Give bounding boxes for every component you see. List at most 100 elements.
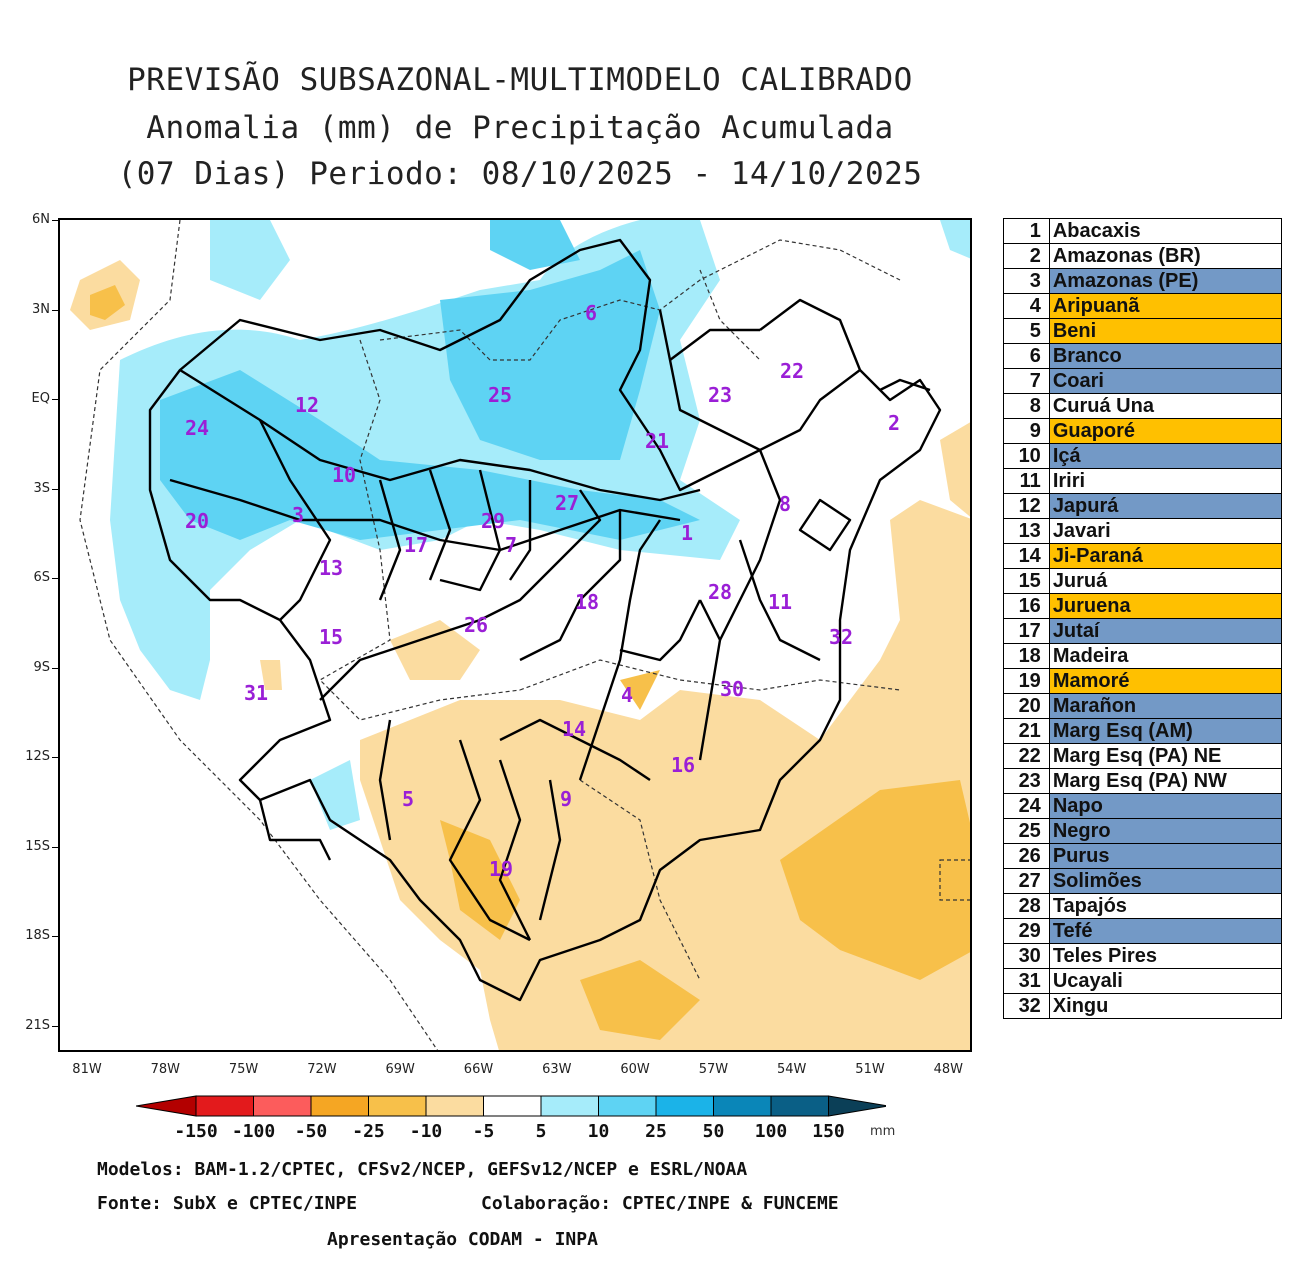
basin-row-name: Guaporé: [1048, 418, 1283, 444]
basin-row-name: Marañon: [1048, 693, 1283, 719]
basin-row-name: Mamoré: [1048, 668, 1283, 694]
basin-row-number: 25: [1003, 818, 1050, 844]
basin-row: 16 Juruena: [1003, 593, 1283, 619]
country-borders: [79, 220, 970, 1050]
basin-row-name: Marg Esq (PA) NW: [1048, 768, 1283, 794]
basin-row-name: Negro: [1048, 818, 1283, 844]
basin-row-number: 8: [1003, 393, 1050, 419]
colorbar-tick-label: -150: [174, 1121, 218, 1142]
lat-tick-label: 6S: [10, 570, 60, 585]
colorbar-cell: [655, 1095, 714, 1117]
lon-tick-label: 75W: [228, 1062, 259, 1077]
basin-label: 13: [318, 556, 344, 580]
colorbar-tick-label: -5: [472, 1121, 495, 1142]
basin-row-name: Purus: [1048, 843, 1283, 869]
basin-label: 21: [644, 429, 670, 453]
basin-row-number: 12: [1003, 493, 1050, 519]
basin-label: 14: [561, 717, 587, 741]
colorbar-unit: mm: [870, 1124, 896, 1139]
basin-row: 4 Aripuanã: [1003, 293, 1283, 319]
basin-label: 1: [680, 521, 694, 545]
basin-label: 15: [318, 625, 344, 649]
basin-row: 29 Tefé: [1003, 918, 1283, 944]
basin-row: 28 Tapajós: [1003, 893, 1283, 919]
colorbar-tick-label: 10: [587, 1121, 610, 1142]
lon-tick-label: 48W: [933, 1062, 963, 1077]
basin-label: 24: [184, 416, 210, 440]
basin-row-number: 13: [1003, 518, 1050, 544]
lat-tick-label: 3S: [10, 481, 60, 496]
colorbar-tick-label: 50: [702, 1121, 725, 1142]
basin-row: 7 Coari: [1003, 368, 1283, 394]
colorbar-legend: [136, 1094, 886, 1118]
basin-row-name: Marg Esq (AM): [1048, 718, 1283, 744]
lon-tick-label: 63W: [542, 1062, 572, 1077]
basin-row-number: 10: [1003, 443, 1050, 469]
footer-presentation: Apresentação CODAM - INPA: [327, 1229, 598, 1250]
basin-row-number: 1: [1003, 218, 1050, 244]
basin-label: 6: [584, 301, 598, 325]
lat-tick-label: 21S: [10, 1018, 60, 1033]
basin-row-number: 28: [1003, 893, 1050, 919]
colorbar-cell: [310, 1095, 369, 1117]
colorbar-cell: [598, 1095, 657, 1117]
basin-row-number: 9: [1003, 418, 1050, 444]
basin-row-name: Javari: [1048, 518, 1283, 544]
basin-row-number: 4: [1003, 293, 1050, 319]
basin-row: 27 Solimões: [1003, 868, 1283, 894]
basin-label: 31: [243, 681, 269, 705]
colorbar-svg: [136, 1095, 886, 1117]
basin-row: 21 Marg Esq (AM): [1003, 718, 1283, 744]
lat-tick-label: EQ: [10, 391, 60, 406]
basin-row-name: Curuá Una: [1048, 393, 1283, 419]
basin-row: 17 Jutaí: [1003, 618, 1283, 644]
basin-row-number: 24: [1003, 793, 1050, 819]
basin-row-name: Branco: [1048, 343, 1283, 369]
basin-label: 19: [488, 857, 514, 881]
basin-label: 18: [574, 590, 600, 614]
basin-row: 1 Abacaxis: [1003, 218, 1283, 244]
basin-row-number: 26: [1003, 843, 1050, 869]
basin-row: 13 Javari: [1003, 518, 1283, 544]
basin-row-name: Japurá: [1048, 493, 1283, 519]
colorbar-tick-label: -10: [409, 1121, 443, 1142]
colorbar-cell-min: [136, 1095, 197, 1117]
basin-label: 32: [828, 625, 854, 649]
colorbar-cell: [483, 1095, 542, 1117]
basin-row-name: Ucayali: [1048, 968, 1283, 994]
basin-row-number: 17: [1003, 618, 1050, 644]
basin-row: 23 Marg Esq (PA) NW: [1003, 768, 1283, 794]
basin-label: 30: [719, 677, 745, 701]
basin-row-name: Coari: [1048, 368, 1283, 394]
basin-label: 26: [463, 613, 489, 637]
basin-row-name: Napo: [1048, 793, 1283, 819]
basin-row-name: Madeira: [1048, 643, 1283, 669]
basin-row: 22 Marg Esq (PA) NE: [1003, 743, 1283, 769]
basin-row-name: Amazonas (BR): [1048, 243, 1283, 269]
basin-label: 17: [403, 533, 429, 557]
colorbar-cell: [540, 1095, 599, 1117]
basin-legend-table: 1 Abacaxis 2 Amazonas (BR) 3 Amazonas (PE) 4 Ar…: [1003, 218, 1283, 1019]
basin-row-number: 11: [1003, 468, 1050, 494]
colorbar-tick-label: -25: [352, 1121, 385, 1142]
basin-row-number: 32: [1003, 993, 1050, 1019]
basin-label: 9: [559, 787, 573, 811]
basin-row: 11 Iriri: [1003, 468, 1283, 494]
basin-row-name: Amazonas (PE): [1048, 268, 1283, 294]
basin-row: 2 Amazonas (BR): [1003, 243, 1283, 269]
colorbar-cell: [713, 1095, 772, 1117]
lon-tick-label: 54W: [776, 1062, 807, 1077]
colorbar-tick-label: 25: [645, 1121, 667, 1142]
lat-tick-label: 3N: [10, 302, 60, 317]
basin-row-name: Ji-Paraná: [1048, 543, 1283, 569]
basin-row-name: Jutaí: [1048, 618, 1283, 644]
basin-label: 27: [554, 491, 580, 515]
lon-tick-label: 78W: [150, 1062, 180, 1077]
basin-row-name: Beni: [1048, 318, 1283, 344]
basin-label: 7: [504, 533, 518, 557]
basin-label: 23: [707, 383, 733, 407]
colorbar-cell: [368, 1095, 427, 1117]
basin-row: 18 Madeira: [1003, 643, 1283, 669]
basin-row-number: 6: [1003, 343, 1050, 369]
basin-row-number: 21: [1003, 718, 1050, 744]
